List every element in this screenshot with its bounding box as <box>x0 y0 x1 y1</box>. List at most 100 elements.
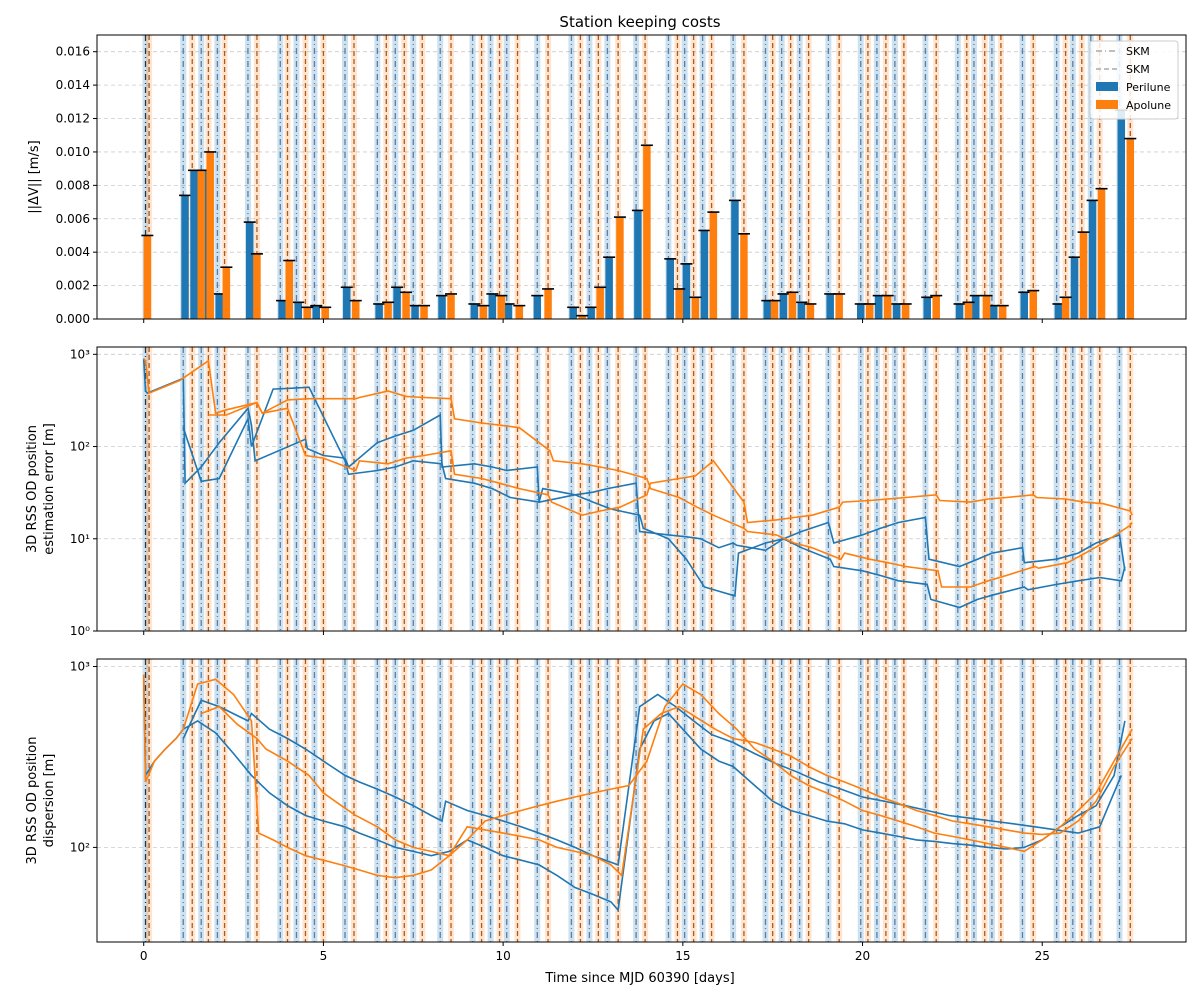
maneuver-band-perilune <box>277 35 284 319</box>
maneuver-band-apolune <box>1062 659 1069 942</box>
maneuver-band-perilune <box>873 347 880 631</box>
bar-apolune <box>197 170 205 319</box>
maneuver-band-apolune <box>1030 347 1037 631</box>
maneuver-band-perilune <box>341 659 348 942</box>
maneuver-band-perilune <box>762 35 769 319</box>
maneuver-band-perilune <box>778 659 785 942</box>
x-tick-label: 5 <box>320 949 328 963</box>
maneuver-band-apolune <box>933 35 940 319</box>
maneuver-band-perilune <box>503 659 510 942</box>
bar-apolune <box>206 151 214 319</box>
maneuver-band-apolune <box>221 659 228 942</box>
maneuver-band-apolune <box>933 347 940 631</box>
axes-frame <box>96 34 1187 320</box>
bar-apolune <box>964 302 973 319</box>
maneuver-band-apolune <box>900 659 907 942</box>
maneuver-band-perilune <box>954 347 961 631</box>
bar-perilune <box>438 295 446 319</box>
y-axis-label: 3D RSS OD position <box>25 737 40 865</box>
y-tick-label: 10² <box>70 440 90 454</box>
maneuver-band-perilune <box>1019 35 1026 319</box>
bar-perilune <box>1117 110 1126 319</box>
maneuver-band-apolune <box>740 659 747 942</box>
maneuver-band-perilune <box>503 347 510 631</box>
maneuver-band-perilune <box>311 35 318 319</box>
legend-label: SKM <box>1126 63 1150 76</box>
bar-apolune <box>253 253 261 319</box>
maneuver-band-apolune <box>1096 35 1103 319</box>
maneuver-band-apolune <box>448 659 455 942</box>
bar-apolune <box>143 235 152 319</box>
maneuver-band-perilune <box>857 347 864 631</box>
maneuver-band-perilune <box>796 659 803 942</box>
maneuver-band-perilune <box>503 35 510 319</box>
bar-perilune <box>779 293 788 319</box>
maneuver-band-perilune <box>681 659 688 942</box>
maneuver-band-perilune <box>970 35 977 319</box>
maneuver-band-perilune <box>293 35 300 319</box>
maneuver-band-apolune <box>615 659 622 942</box>
maneuver-band-perilune <box>142 347 149 631</box>
maneuver-band-perilune <box>922 35 929 319</box>
bar-perilune <box>470 303 479 319</box>
maneuver-band-perilune <box>954 35 961 319</box>
bar-apolune <box>770 300 779 319</box>
bar-apolune <box>788 292 797 319</box>
maneuver-band-perilune <box>762 659 769 942</box>
maneuver-band-apolune <box>864 35 871 319</box>
maneuver-band-apolune <box>933 659 940 942</box>
bar-perilune <box>569 307 577 319</box>
maneuver-band-perilune <box>873 35 880 319</box>
bar-apolune <box>982 295 991 319</box>
maneuver-band-apolune <box>383 347 390 631</box>
maneuver-band-perilune <box>762 347 769 631</box>
maneuver-band-apolune <box>448 347 455 631</box>
bar-perilune <box>533 295 542 319</box>
maneuver-band-perilune <box>857 35 864 319</box>
bar-apolune <box>865 303 874 319</box>
bar-perilune <box>826 293 834 319</box>
maneuver-band-apolune <box>900 347 907 631</box>
bar-apolune <box>479 305 488 319</box>
bar-apolune <box>740 233 748 319</box>
maneuver-band-apolune <box>514 35 521 319</box>
maneuver-band-perilune <box>1019 347 1026 631</box>
y-axis-label: estimation error [m] <box>42 423 57 555</box>
maneuver-band-apolune <box>981 659 988 942</box>
x-tick-label: 0 <box>140 949 148 963</box>
maneuver-band-perilune <box>374 659 381 942</box>
maneuver-band-apolune <box>577 347 584 631</box>
series-line <box>142 358 1126 571</box>
maneuver-band-perilune <box>586 35 593 319</box>
maneuver-band-apolune <box>882 35 889 319</box>
legend: SKM SKM Perilune Apolune <box>1089 40 1179 120</box>
maneuver-band-apolune <box>769 347 776 631</box>
maneuver-band-perilune <box>437 35 444 319</box>
legend-label: SKM <box>1126 45 1150 58</box>
maneuver-band-apolune <box>642 347 649 631</box>
maneuver-band-apolune <box>401 347 408 631</box>
y-tick-label: 10⁰ <box>70 624 90 638</box>
maneuver-band-apolune <box>320 35 327 319</box>
maneuver-band-apolune <box>805 347 812 631</box>
maneuver-band-apolune <box>674 659 681 942</box>
y-tick-label: 0.008 <box>56 178 90 192</box>
bar-perilune <box>488 293 497 319</box>
maneuver-band-apolune <box>1096 347 1103 631</box>
maneuver-band-apolune <box>595 35 602 319</box>
maneuver-band-apolune <box>708 35 715 319</box>
maneuver-band-perilune <box>311 659 318 942</box>
maneuver-band-apolune <box>577 659 584 942</box>
estimation-error-panel: 10⁰ 10¹ 10² 10³ 3D RSS OD position estimation… <box>25 346 1187 638</box>
maneuver-band-apolune <box>383 35 390 319</box>
bar-perilune <box>763 300 772 319</box>
maneuver-band-perilune <box>1087 659 1094 942</box>
maneuver-band-apolune <box>302 347 309 631</box>
maneuver-band-apolune <box>1062 347 1069 631</box>
bar-panel: 0.000 0.002 0.004 0.006 0.008 0.010 0.012 0.014… <box>27 34 1187 326</box>
maneuver-band-apolune <box>545 659 552 942</box>
maneuver-band-perilune <box>437 347 444 631</box>
maneuver-band-perilune <box>604 35 611 319</box>
maneuver-band-perilune <box>988 347 995 631</box>
maneuver-band-apolune <box>708 659 715 942</box>
